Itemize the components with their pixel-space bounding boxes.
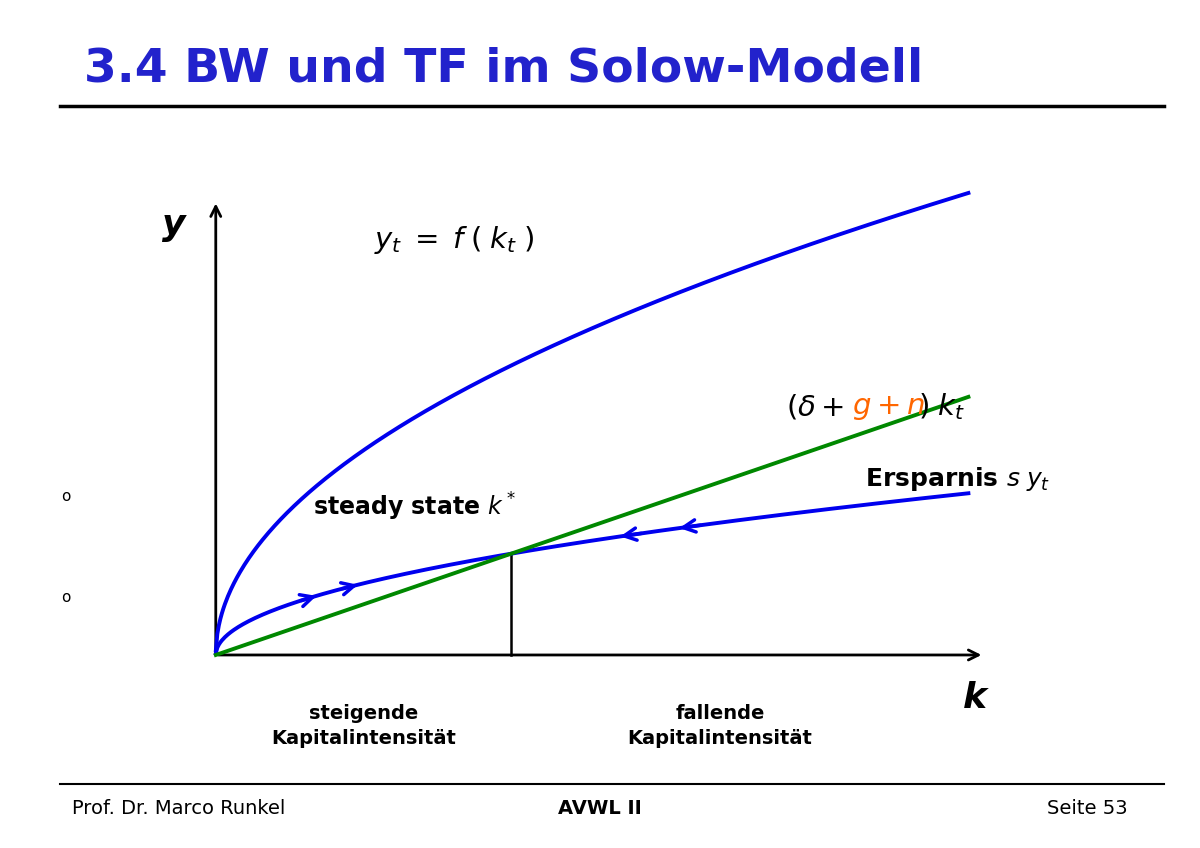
Text: $y_t\;=\;f\;(\;k_t\;)$: $y_t\;=\;f\;(\;k_t\;)$ — [374, 224, 534, 256]
Text: $g + n$: $g + n$ — [852, 393, 925, 422]
Text: o: o — [61, 590, 71, 605]
Text: Seite 53: Seite 53 — [1048, 800, 1128, 818]
Text: $\boldsymbol{y}$: $\boldsymbol{y}$ — [161, 210, 188, 244]
Text: steigende
Kapitalintensität: steigende Kapitalintensität — [271, 704, 456, 748]
Text: fallende
Kapitalintensität: fallende Kapitalintensität — [628, 704, 812, 748]
Text: 3.4 BW und TF im Solow-Modell: 3.4 BW und TF im Solow-Modell — [84, 47, 923, 92]
Text: o: o — [61, 488, 71, 504]
Text: Ersparnis $s\;y_t$: Ersparnis $s\;y_t$ — [865, 465, 1051, 493]
Text: $)\;k_t$: $)\;k_t$ — [918, 391, 965, 422]
Text: Prof. Dr. Marco Runkel: Prof. Dr. Marco Runkel — [72, 800, 286, 818]
Text: $\boldsymbol{k}$: $\boldsymbol{k}$ — [962, 681, 990, 715]
Text: AVWL II: AVWL II — [558, 800, 642, 818]
Text: steady state $k^*$: steady state $k^*$ — [313, 491, 516, 523]
Text: $(\delta +\;$: $(\delta +\;$ — [786, 393, 845, 422]
